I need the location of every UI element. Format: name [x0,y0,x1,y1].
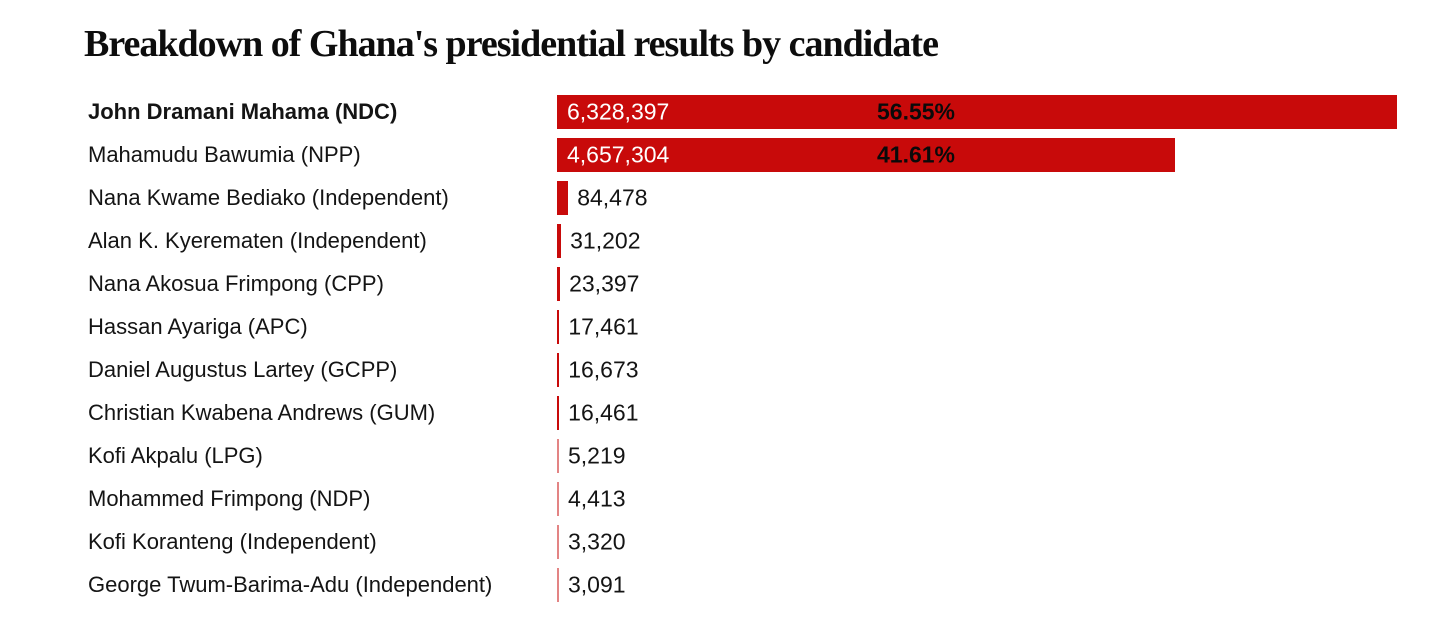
chart-row: George Twum-Barima-Adu (Independent) 3,0… [84,563,1456,606]
chart-row: Nana Kwame Bediako (Independent) 84,478 [84,176,1456,219]
vote-bar [557,137,1176,172]
bar-track: 84,478 [557,180,1456,215]
vote-percent: 41.61% [877,141,956,167]
chart-row: Nana Akosua Frimpong (CPP) 23,397 [84,262,1456,305]
candidate-label: Alan K. Kyerematen (Independent) [88,227,427,253]
vote-bar [557,94,1397,129]
bar-chart: John Dramani Mahama (NDC) 6,328,397 56.5… [84,90,1456,606]
bar-track: 4,413 [557,481,1456,516]
vote-bar [557,223,562,258]
candidate-label: Kofi Koranteng (Independent) [88,528,377,554]
vote-bar [557,395,560,430]
chart-row: John Dramani Mahama (NDC) 6,328,397 56.5… [84,90,1456,133]
vote-count: 3,091 [568,571,626,597]
bar-track: 4,657,304 41.61% [557,137,1456,172]
chart-title: Breakdown of Ghana's presidential result… [84,23,939,65]
bar-track: 17,461 [557,309,1456,344]
vote-bar [557,567,559,602]
bar-track: 5,219 [557,438,1456,473]
vote-bar [557,309,560,344]
bar-track: 31,202 [557,223,1456,258]
bar-track: 6,328,397 56.55% [557,94,1456,129]
vote-bar [557,180,569,215]
candidate-label: John Dramani Mahama (NDC) [88,98,398,124]
chart-row: Kofi Koranteng (Independent) 3,320 [84,520,1456,563]
vote-count: 6,328,397 [567,98,670,124]
vote-bar [557,481,559,516]
chart-row: Alan K. Kyerematen (Independent) 31,202 [84,219,1456,262]
candidate-label: Daniel Augustus Lartey (GCPP) [88,356,398,382]
candidate-label: Nana Akosua Frimpong (CPP) [88,270,384,296]
vote-count: 16,673 [568,356,639,382]
candidate-label: Christian Kwabena Andrews (GUM) [88,399,436,425]
chart-row: Daniel Augustus Lartey (GCPP) 16,673 [84,348,1456,391]
candidate-label: Kofi Akpalu (LPG) [88,442,263,468]
candidate-label: Mahamudu Bawumia (NPP) [88,141,361,167]
vote-bar [557,352,560,387]
vote-count: 4,657,304 [567,141,670,167]
vote-count: 3,320 [568,528,626,554]
bar-track: 16,673 [557,352,1456,387]
vote-count: 4,413 [568,485,626,511]
bar-track: 16,461 [557,395,1456,430]
vote-count: 5,219 [568,442,626,468]
chart-row: Mohammed Frimpong (NDP) 4,413 [84,477,1456,520]
vote-bar [557,438,559,473]
vote-count: 84,478 [577,184,648,210]
chart-row: Hassan Ayariga (APC) 17,461 [84,305,1456,348]
vote-count: 31,202 [570,227,641,253]
chart-row: Kofi Akpalu (LPG) 5,219 [84,434,1456,477]
candidate-label: Hassan Ayariga (APC) [88,313,308,339]
vote-count: 23,397 [569,270,640,296]
bar-track: 23,397 [557,266,1456,301]
bar-track: 3,091 [557,567,1456,602]
bar-track: 3,320 [557,524,1456,559]
vote-percent: 56.55% [877,98,956,124]
candidate-label: George Twum-Barima-Adu (Independent) [88,571,493,597]
candidate-label: Mohammed Frimpong (NDP) [88,485,371,511]
vote-count: 17,461 [568,313,639,339]
vote-count: 16,461 [568,399,639,425]
vote-bar [557,524,559,559]
chart-row: Christian Kwabena Andrews (GUM) 16,461 [84,391,1456,434]
candidate-label: Nana Kwame Bediako (Independent) [88,184,449,210]
chart-row: Mahamudu Bawumia (NPP) 4,657,304 41.61% [84,133,1456,176]
vote-bar [557,266,561,301]
